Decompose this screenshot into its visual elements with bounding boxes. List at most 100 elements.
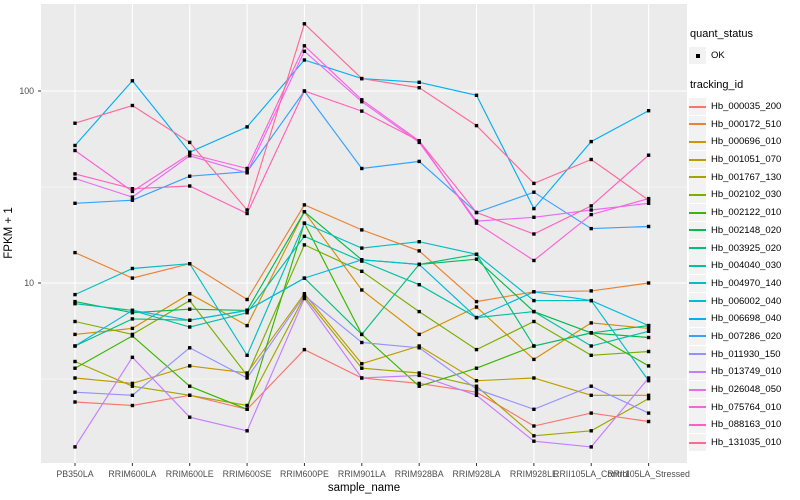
data-point	[646, 349, 651, 354]
data-point	[646, 109, 651, 113]
data-point	[646, 379, 651, 383]
data-point	[73, 292, 77, 297]
series-color-swatch	[689, 406, 706, 409]
data-point	[188, 292, 192, 296]
data-point	[130, 334, 135, 338]
data-point	[130, 355, 135, 359]
data-point	[474, 299, 479, 304]
y-axis-title: FPKM + 1	[3, 207, 15, 259]
data-point	[245, 373, 249, 378]
series-color-swatch	[689, 300, 706, 303]
data-point	[130, 384, 135, 388]
data-point	[245, 208, 249, 212]
data-point	[245, 403, 249, 408]
data-point	[646, 411, 651, 415]
legend-item: Hb_003925_020	[689, 239, 799, 257]
data-point	[360, 109, 364, 113]
data-point	[188, 393, 192, 397]
legend-item-label: Hb_002148_020	[711, 224, 782, 236]
data-point	[532, 434, 536, 438]
data-point	[302, 347, 307, 352]
legend-key-box	[689, 292, 706, 310]
data-point	[417, 240, 421, 244]
data-point	[245, 353, 249, 357]
legend-key-box	[689, 416, 706, 434]
legend-item: Hb_004970_140	[689, 274, 799, 293]
series-color-swatch	[689, 123, 706, 126]
data-point	[130, 198, 135, 202]
y-tick-label: 100	[19, 86, 34, 96]
data-point	[474, 390, 479, 394]
data-point	[73, 332, 77, 337]
data-point	[589, 139, 593, 144]
data-point	[302, 234, 307, 238]
x-tick-label: RRIM928LA	[452, 469, 501, 479]
legend-item: Hb_002122_010	[689, 204, 799, 222]
data-point	[245, 166, 249, 171]
data-point	[417, 344, 421, 348]
data-point	[360, 246, 364, 250]
series-color-swatch	[689, 264, 706, 267]
series-color-swatch	[689, 193, 706, 196]
legend-key-box	[689, 186, 706, 204]
legend-item-label: Hb_004040_030	[711, 260, 782, 272]
data-point	[245, 125, 249, 129]
x-tick-label: RRIM928LE	[509, 469, 558, 479]
data-point	[532, 298, 536, 303]
data-point	[532, 319, 536, 324]
data-point	[417, 139, 421, 143]
data-point	[474, 219, 479, 223]
data-point	[532, 407, 536, 411]
legend-item: Hb_011930_150	[689, 345, 799, 363]
data-point	[130, 326, 135, 331]
legend-item-label: Hb_088163_010	[711, 419, 782, 431]
data-point	[360, 362, 364, 366]
data-point	[646, 224, 651, 229]
data-point	[73, 376, 77, 380]
data-point	[188, 150, 192, 154]
data-point	[245, 308, 249, 313]
series-color-swatch	[689, 317, 706, 320]
data-point	[646, 153, 651, 157]
data-point	[646, 198, 651, 202]
data-point	[73, 172, 77, 176]
legend-item-label: Hb_000172_510	[711, 118, 782, 130]
series-color-swatch	[689, 353, 706, 356]
legend-item-label: Hb_006002_040	[711, 295, 782, 307]
data-point	[474, 347, 479, 352]
data-point	[245, 407, 249, 411]
data-point	[474, 384, 479, 388]
data-point	[360, 100, 364, 104]
data-point	[302, 243, 307, 247]
legend-item: Hb_000172_510	[689, 115, 799, 133]
legend-key-box	[689, 151, 706, 169]
data-point	[188, 364, 192, 368]
data-point	[474, 315, 479, 320]
data-point	[130, 381, 135, 386]
data-point	[646, 326, 651, 331]
data-point	[417, 249, 421, 253]
legend-item-label: Hb_000696_010	[711, 136, 782, 148]
legend-item-label: Hb_001767_130	[711, 171, 782, 183]
x-tick-label: RRIM600LE	[165, 469, 214, 479]
data-point	[245, 297, 249, 302]
data-point	[73, 121, 77, 125]
data-point	[589, 445, 593, 449]
data-point	[360, 376, 364, 380]
data-point	[360, 166, 364, 171]
x-tick-label: PB350LA	[56, 469, 94, 479]
data-point	[360, 258, 364, 262]
legend-item: Hb_001767_130	[689, 168, 799, 186]
legend-key-box	[689, 274, 706, 292]
series-color-swatch	[689, 441, 706, 444]
data-point	[73, 359, 77, 364]
legend-key-box	[689, 327, 706, 345]
data-point	[532, 190, 536, 194]
data-point	[360, 269, 364, 273]
data-point	[474, 305, 479, 309]
series-color-swatch	[689, 176, 706, 179]
data-point	[646, 419, 651, 424]
legend-item-label: OK	[711, 50, 725, 62]
data-point	[245, 323, 249, 328]
